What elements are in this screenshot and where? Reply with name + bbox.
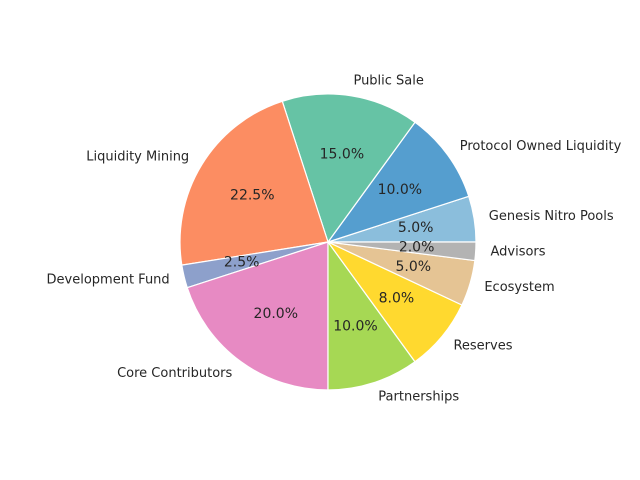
percent-label-reserves: 8.0% <box>379 291 415 307</box>
percent-label-protocol-owned-liquidity: 10.0% <box>378 182 422 198</box>
percent-label-public-sale: 15.0% <box>320 146 364 162</box>
pie-slice-protocol-owned-liquidity <box>327 121 470 243</box>
percent-label-genesis-nitro-pools: 5.0% <box>398 220 434 236</box>
pie-slice-advisors <box>327 241 477 262</box>
category-label-public-sale: Public Sale <box>353 74 423 89</box>
category-label-core-contributors: Core Contributors <box>117 366 232 381</box>
category-label-reserves: Reserves <box>453 338 512 353</box>
category-label-advisors: Advisors <box>490 245 545 260</box>
pie-slice-liquidity-mining <box>179 100 329 266</box>
category-label-protocol-owned-liquidity: Protocol Owned Liquidity <box>460 139 622 154</box>
pie-slice-core-contributors <box>186 241 329 391</box>
category-label-development-fund: Development Fund <box>47 273 170 288</box>
percent-label-liquidity-mining: 22.5% <box>230 188 274 204</box>
category-label-liquidity-mining: Liquidity Mining <box>86 149 189 164</box>
percent-label-core-contributors: 20.0% <box>254 306 298 322</box>
pie-slice-partnerships <box>327 241 416 391</box>
category-label-genesis-nitro-pools: Genesis Nitro Pools <box>489 209 614 224</box>
pie-slice-public-sale <box>281 93 416 243</box>
percent-label-development-fund: 2.5% <box>224 255 260 271</box>
percent-label-advisors: 2.0% <box>399 240 435 256</box>
category-label-ecosystem: Ecosystem <box>484 280 554 295</box>
percent-label-partnerships: 10.0% <box>333 318 377 334</box>
percent-label-ecosystem: 5.0% <box>395 259 431 275</box>
category-label-partnerships: Partnerships <box>378 389 459 404</box>
